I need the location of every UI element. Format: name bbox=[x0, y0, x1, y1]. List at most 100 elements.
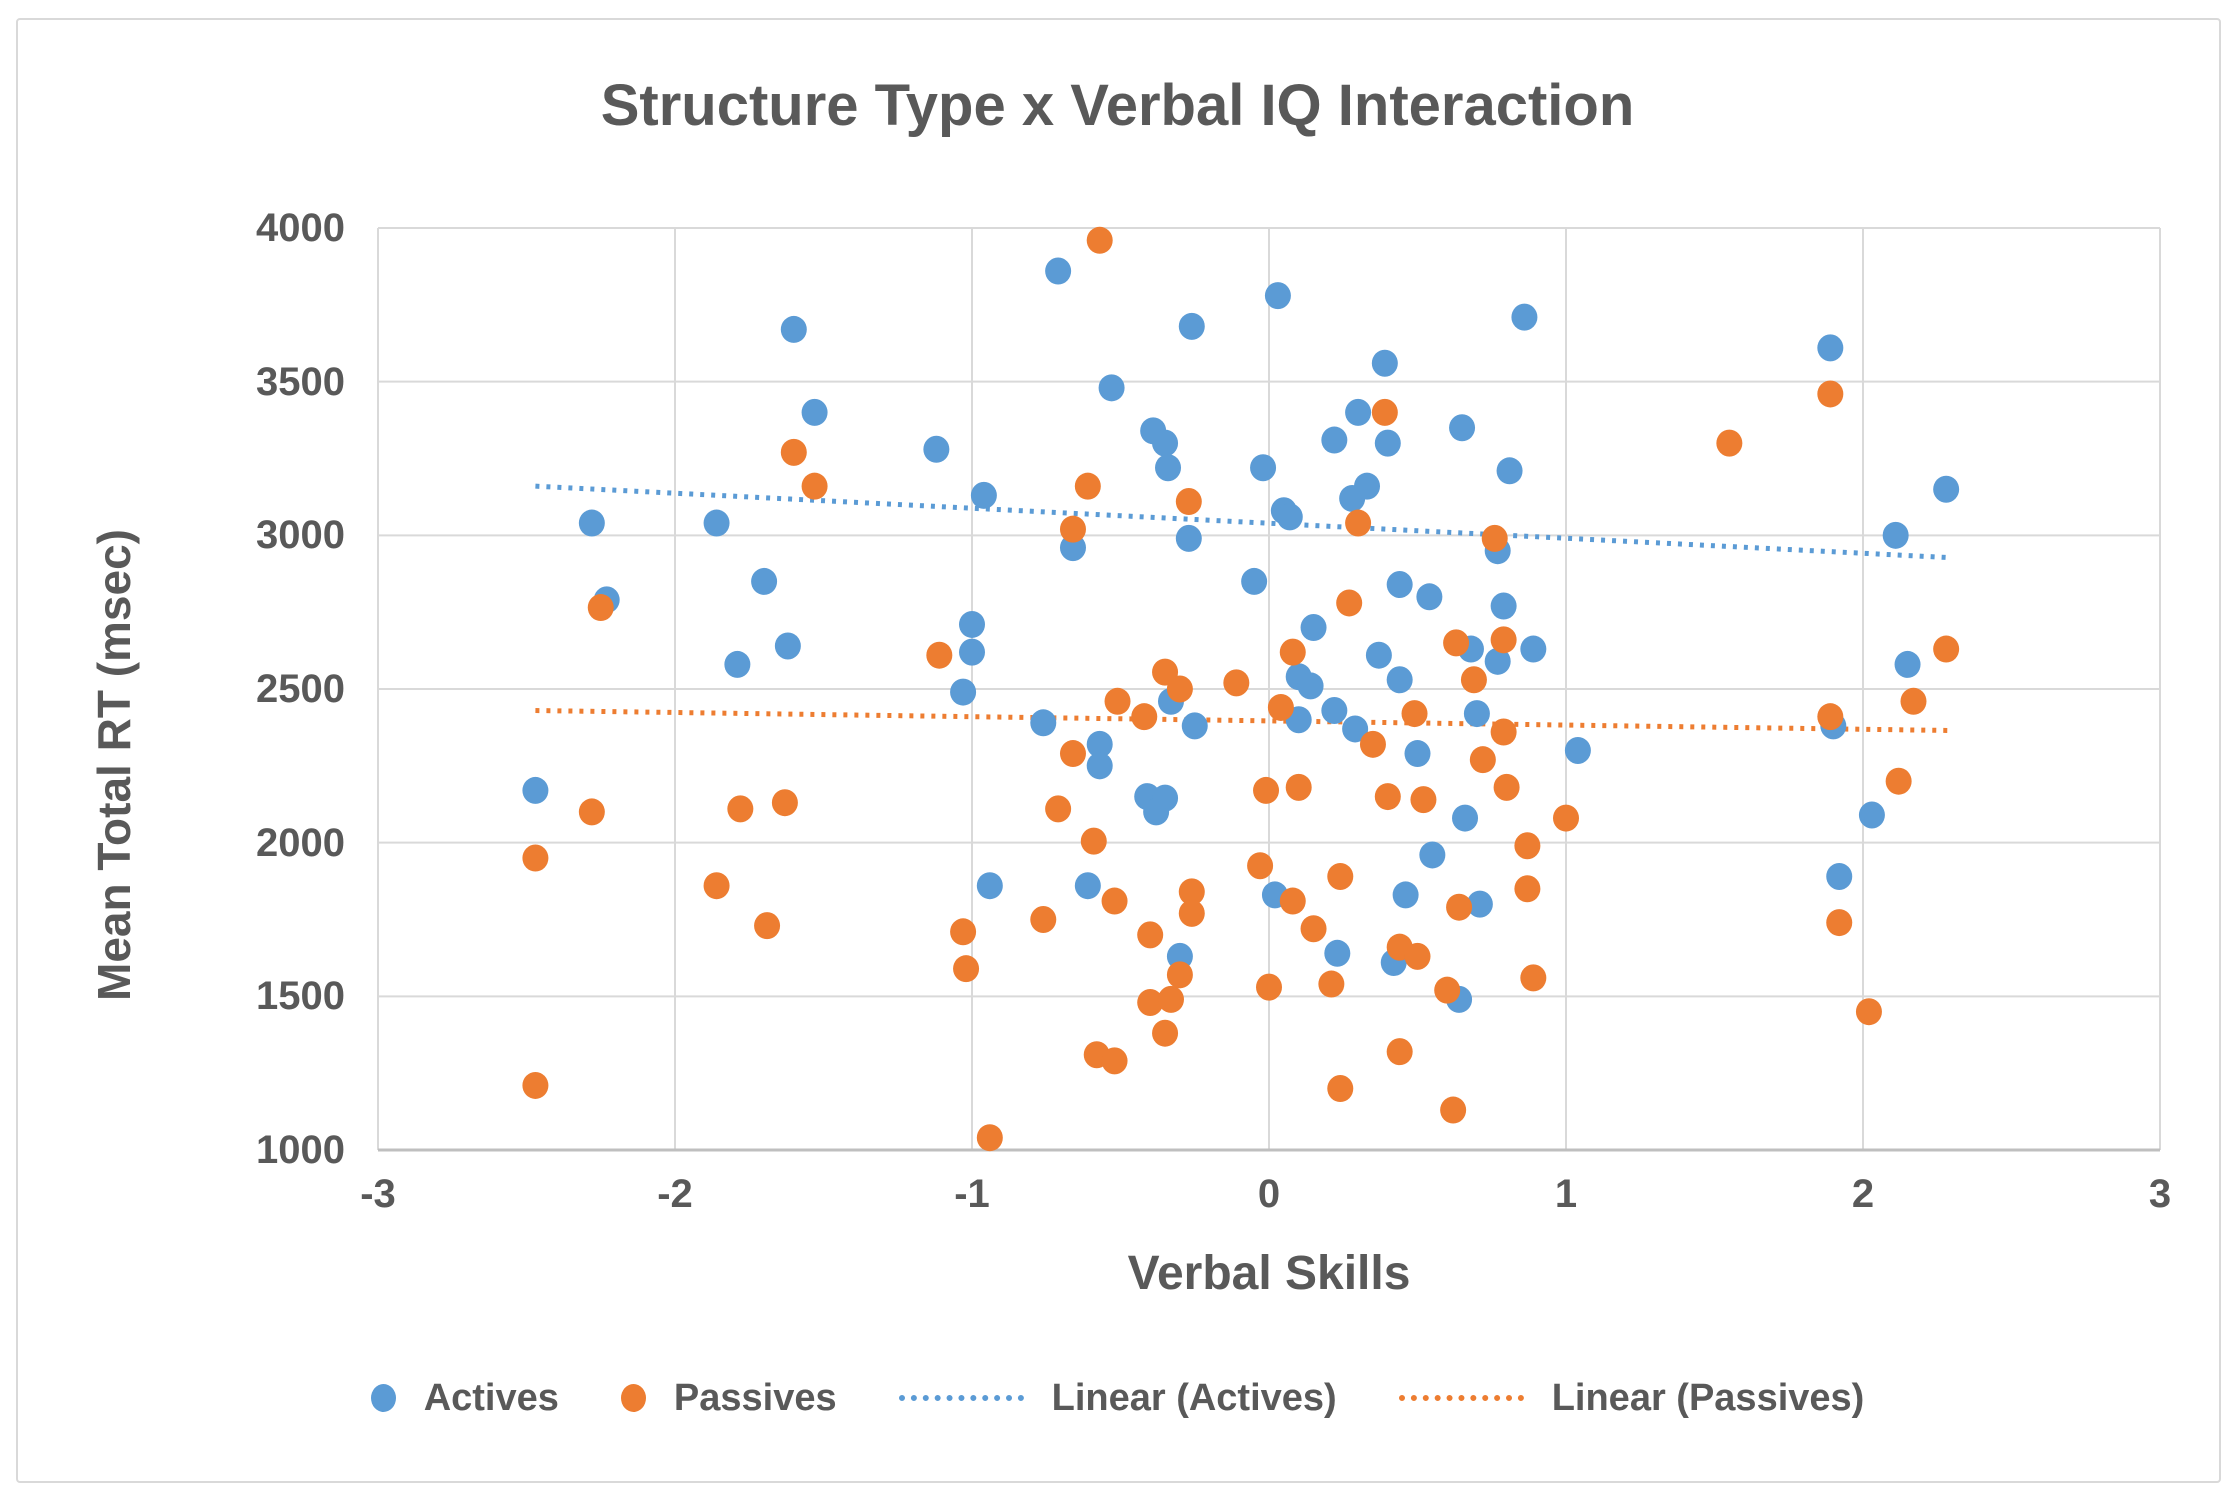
scatter-point-passives bbox=[1223, 669, 1250, 697]
scatter-point-passives bbox=[1520, 964, 1547, 992]
scatter-point-passives bbox=[801, 472, 828, 500]
scatter-point-passives bbox=[1469, 746, 1496, 774]
scatter-point-passives bbox=[1359, 730, 1386, 758]
scatter-point-actives bbox=[976, 872, 1003, 900]
scatter-point-actives bbox=[522, 776, 549, 804]
scatter-point-passives bbox=[1059, 740, 1086, 768]
scatter-point-actives bbox=[1297, 672, 1324, 700]
scatter-point-passives bbox=[1074, 472, 1101, 500]
scatter-point-passives bbox=[1279, 638, 1306, 666]
scatter-point-actives bbox=[1449, 414, 1476, 442]
scatter-point-passives bbox=[1131, 703, 1158, 731]
legend-item-label: Actives bbox=[423, 1376, 559, 1419]
scatter-point-passives bbox=[1410, 786, 1437, 814]
scatter-point-passives bbox=[727, 795, 754, 823]
y-tick-label: 3500 bbox=[256, 359, 345, 404]
scatter-point-passives bbox=[1101, 1047, 1128, 1075]
scatter-point-passives bbox=[1166, 961, 1193, 989]
scatter-point-actives bbox=[1564, 736, 1591, 764]
scatter-point-passives bbox=[1137, 988, 1164, 1016]
scatter-point-actives bbox=[1342, 715, 1369, 743]
scatter-point-passives bbox=[1386, 1038, 1413, 1066]
legend: Actives Passives Linear (Actives) Linear (P… bbox=[0, 1366, 2235, 1430]
scatter-point-actives bbox=[1250, 454, 1277, 482]
scatter-point-actives bbox=[1098, 374, 1125, 402]
scatter-point-actives bbox=[1155, 454, 1182, 482]
legend-item-label: Passives bbox=[673, 1376, 837, 1419]
y-tick-label: 2500 bbox=[256, 667, 345, 711]
legend-item-label: Linear (Actives) bbox=[1051, 1376, 1337, 1419]
scatter-point-actives bbox=[1416, 583, 1443, 611]
legend-item-linear-actives-: Linear (Actives) bbox=[898, 1376, 1337, 1420]
scatter-point-passives bbox=[1933, 635, 1960, 663]
scatter-point-actives bbox=[1496, 457, 1523, 485]
scatter-point-actives bbox=[1933, 475, 1960, 503]
legend-marker-dot bbox=[620, 1384, 646, 1412]
scatter-point-actives bbox=[1300, 614, 1327, 642]
scatter-point-actives bbox=[1175, 524, 1202, 552]
scatter-point-actives bbox=[959, 610, 985, 638]
scatter-point-passives bbox=[1101, 887, 1128, 915]
scatter-point-actives bbox=[923, 435, 950, 463]
scatter-point-actives bbox=[1241, 567, 1268, 595]
scatter-point-passives bbox=[780, 438, 807, 466]
scatter-point-actives bbox=[1276, 503, 1303, 531]
scatter-point-actives bbox=[1392, 881, 1419, 909]
scatter-point-passives bbox=[1279, 887, 1306, 915]
legend-item-actives: Actives bbox=[370, 1376, 559, 1420]
scatter-point-passives bbox=[1267, 693, 1294, 721]
scatter-point-actives bbox=[1511, 303, 1538, 331]
scatter-point-passives bbox=[1493, 773, 1520, 801]
x-tick-label: 3 bbox=[2148, 1172, 2172, 1216]
scatter-point-actives bbox=[1324, 939, 1351, 967]
scatter-point-actives bbox=[1345, 398, 1372, 426]
scatter-point-actives bbox=[1463, 700, 1490, 728]
scatter-point-actives bbox=[1321, 426, 1348, 454]
scatter-point-actives bbox=[751, 567, 778, 595]
scatter-point-actives bbox=[1030, 709, 1057, 737]
x-tick-label: -3 bbox=[360, 1172, 396, 1216]
scatter-point-passives bbox=[1086, 226, 1113, 254]
scatter-point-actives bbox=[801, 398, 828, 426]
scatter-point-actives bbox=[1466, 890, 1493, 918]
x-tick-label: -2 bbox=[657, 1172, 693, 1216]
y-tick-label: 1000 bbox=[256, 1128, 345, 1172]
scatter-point-passives bbox=[1137, 921, 1164, 949]
scatter-point-actives bbox=[1086, 752, 1113, 780]
scatter-point-passives bbox=[1885, 767, 1912, 795]
scatter-point-actives bbox=[959, 638, 985, 666]
y-axis-title: Mean Total RT (msec) bbox=[88, 529, 140, 1001]
x-tick-label: 2 bbox=[1851, 1172, 1875, 1216]
scatter-point-passives bbox=[587, 594, 614, 622]
scatter-point-passives bbox=[1716, 429, 1743, 457]
scatter-point-passives bbox=[1300, 915, 1327, 943]
x-tick-label: -1 bbox=[954, 1172, 990, 1216]
scatter-point-passives bbox=[1345, 509, 1372, 537]
scatter-point-actives bbox=[780, 315, 807, 343]
scatter-point-passives bbox=[1440, 1096, 1467, 1124]
scatter-point-actives bbox=[703, 509, 730, 537]
scatter-point-passives bbox=[703, 872, 730, 900]
scatter-point-passives bbox=[1374, 783, 1401, 811]
scatter-point-actives bbox=[1817, 334, 1844, 362]
scatter-point-passives bbox=[1817, 703, 1844, 731]
scatter-point-actives bbox=[1452, 804, 1479, 832]
scatter-point-passives bbox=[1247, 852, 1274, 880]
scatter-point-passives bbox=[1404, 942, 1431, 970]
scatter-point-actives bbox=[724, 650, 751, 678]
scatter-point-actives bbox=[1386, 666, 1413, 694]
scatter-point-passives bbox=[953, 955, 980, 983]
scatter-point-actives bbox=[578, 509, 605, 537]
scatter-point-passives bbox=[1434, 976, 1461, 1004]
scatter-point-passives bbox=[976, 1124, 1003, 1152]
scatter-point-passives bbox=[1318, 970, 1345, 998]
y-tick-label: 2000 bbox=[256, 820, 345, 865]
scatter-point-passives bbox=[1285, 773, 1312, 801]
scatter-point-passives bbox=[522, 1071, 549, 1099]
scatter-point-actives bbox=[1074, 872, 1101, 900]
scatter-point-passives bbox=[1371, 398, 1398, 426]
trendline-linear-passives- bbox=[535, 708, 1950, 733]
scatter-point-passives bbox=[1166, 675, 1193, 703]
scatter-point-passives bbox=[1446, 893, 1473, 921]
scatter-point-passives bbox=[1490, 718, 1517, 746]
